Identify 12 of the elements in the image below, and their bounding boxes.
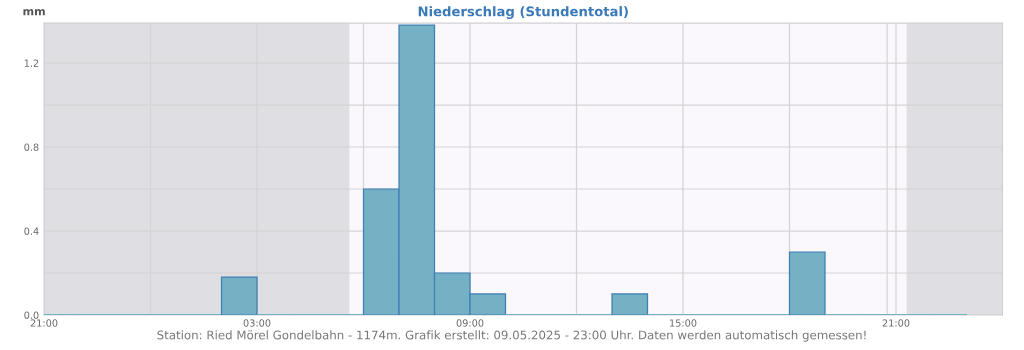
y-tick-label: 0.0 xyxy=(24,311,39,319)
x-tick-label: 21:00 xyxy=(882,319,910,327)
x-tick-label: 21:00 xyxy=(30,319,58,327)
x-tick-label: 15:00 xyxy=(670,319,697,327)
y-tick-label: 0.8 xyxy=(24,143,39,151)
y-tick-label: 1.2 xyxy=(24,59,39,67)
y-tick-label: 0.4 xyxy=(24,227,39,235)
y-axis-title: mm xyxy=(23,9,45,16)
x-tick-label: 03:00 xyxy=(243,319,271,327)
chart-title: Niederschlag (Stundentotal) xyxy=(418,6,628,19)
text: Station: Ried Mörel Gondelbahn - 1174m. Grafik erstellt: 09.05.2025 - 23:00 Uhr. Daten werden automatisch gemessen! xyxy=(157,330,866,342)
x-tick-label: 09:00 xyxy=(456,319,484,327)
